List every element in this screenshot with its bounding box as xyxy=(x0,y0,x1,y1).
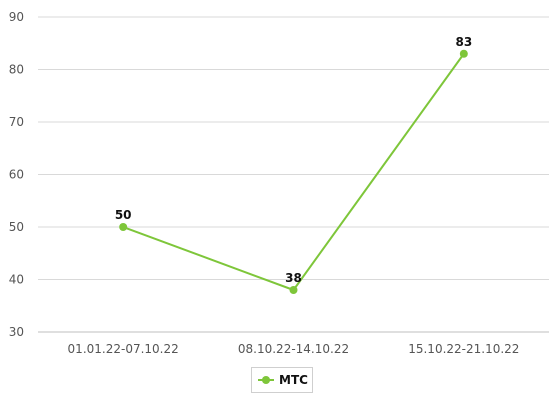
data-point xyxy=(289,286,298,294)
data-label: 83 xyxy=(455,35,472,49)
y-tick-label: 80 xyxy=(9,63,24,77)
series-line xyxy=(122,53,465,292)
x-tick-label: 08.10.22-14.10.22 xyxy=(238,342,349,356)
y-tick-label: 70 xyxy=(9,115,24,129)
x-axis-ticks: 01.01.22-07.10.22 08.10.22-14.10.22 15.10.… xyxy=(68,342,520,356)
legend-item-label: МТС xyxy=(279,373,308,387)
y-tick-label: 60 xyxy=(9,168,24,182)
data-label: 38 xyxy=(285,271,302,285)
x-tick-label: 15.10.22-21.10.22 xyxy=(408,342,519,356)
y-tick-label: 90 xyxy=(9,10,24,24)
data-labels: 50 38 83 xyxy=(115,35,472,285)
data-point xyxy=(119,223,128,231)
legend-swatch xyxy=(258,375,274,385)
y-tick-label: 40 xyxy=(9,273,24,287)
series-layer xyxy=(119,49,468,294)
data-point xyxy=(459,49,468,58)
legend[interactable]: МТС xyxy=(251,367,313,393)
y-tick-label: 50 xyxy=(9,220,24,234)
data-label: 50 xyxy=(115,208,132,222)
legend-swatch-dot xyxy=(262,376,270,384)
y-axis-ticks: 30 40 50 60 70 80 90 xyxy=(9,10,24,339)
x-tick-label: 01.01.22-07.10.22 xyxy=(68,342,179,356)
y-tick-label: 30 xyxy=(9,325,24,339)
